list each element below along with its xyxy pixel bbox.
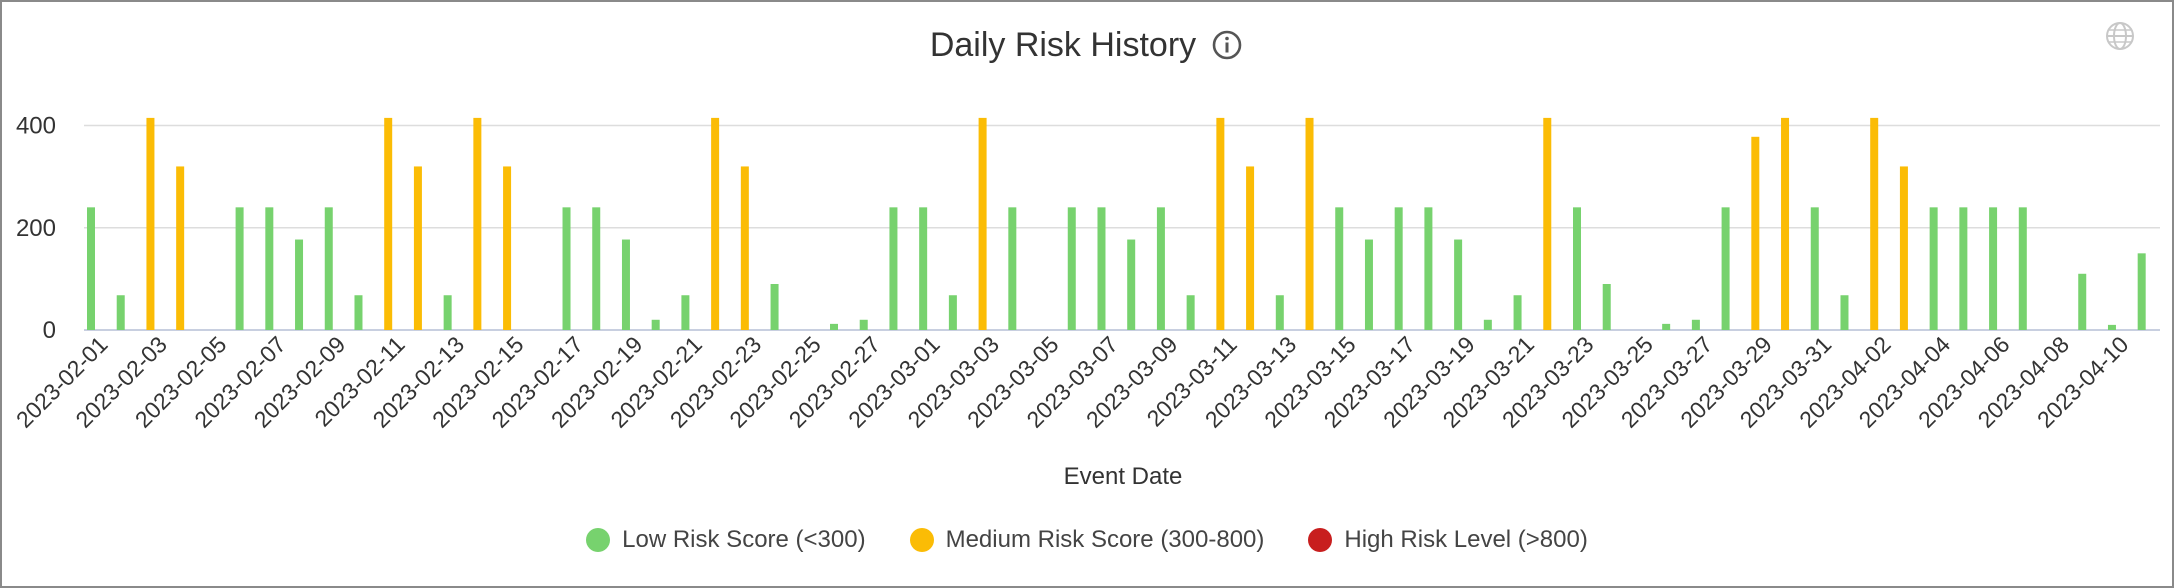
globe-icon[interactable] [2104,20,2136,52]
medium-risk-bar [176,166,185,330]
y-tick-label: 0 [43,317,56,344]
low-risk-bar [651,319,660,330]
y-axis-ticks: 0 200 400 [16,113,56,344]
low-risk-bar [324,207,333,330]
low-risk-bar [1394,207,1403,330]
low-risk-bar [2137,253,2146,330]
low-risk-bar [1097,207,1106,330]
low-risk-bar [562,207,571,330]
low-risk-bar [1186,295,1195,330]
x-axis-label: Event Date [1064,463,1183,490]
low-risk-bar [1959,207,1968,330]
low-risk-bar [1989,207,1998,330]
low-risk-bar [443,295,452,330]
medium-risk-bar [1870,117,1879,330]
low-risk-bar [681,295,690,330]
low-risk-bar [1335,207,1344,330]
legend-swatch [909,528,934,552]
medium-risk-bar [503,166,512,330]
low-risk-bar [354,295,363,330]
medium-risk-bar [384,117,393,330]
low-risk-bar [1662,323,1671,330]
medium-risk-bar [978,117,987,330]
low-risk-bar [1602,284,1611,330]
low-risk-bar [1008,207,1017,330]
medium-risk-bar [1781,117,1790,330]
low-risk-bar [1424,207,1433,330]
low-risk-bar [621,239,630,330]
legend-swatch [1308,528,1333,552]
info-icon[interactable] [1210,28,1244,62]
legend-item[interactable]: High Risk Level (>800) [1308,526,1588,554]
low-risk-bar [1810,207,1819,330]
low-risk-bar [830,323,838,330]
bars [87,117,2146,330]
low-risk-bar [1483,319,1492,330]
low-risk-bar [859,319,868,330]
x-axis-ticks: 2023-02-012023-02-032023-02-052023-02-07… [11,331,2134,433]
low-risk-bar [919,207,928,330]
low-risk-bar [1573,207,1581,330]
medium-risk-bar [711,117,720,330]
low-risk-bar [1929,207,1938,330]
legend-label: High Risk Level (>800) [1344,526,1588,553]
low-risk-bar [592,207,601,330]
y-tick-label: 200 [16,215,56,242]
low-risk-bar [1513,295,1522,330]
low-risk-bar [265,207,274,330]
low-risk-bar [116,295,125,330]
legend-label: Low Risk Score (<300) [622,526,866,553]
medium-risk-bar [1751,136,1760,330]
chart-legend: Low Risk Score (<300) Medium Risk Score (… [0,522,2174,558]
low-risk-bar [2078,273,2087,330]
medium-risk-bar [473,117,482,330]
medium-risk-bar [740,166,749,330]
low-risk-bar [770,284,779,330]
low-risk-bar [87,207,95,330]
low-risk-bar [1156,207,1165,330]
low-risk-bar [2018,207,2027,330]
legend-label: Medium Risk Score (300-800) [945,526,1265,553]
grid-lines [84,124,2160,331]
low-risk-bar [1067,207,1076,330]
y-tick-label: 400 [16,113,56,140]
medium-risk-bar [1246,166,1255,330]
legend-swatch [586,528,611,552]
low-risk-bar [1364,239,1373,330]
low-risk-bar [948,295,957,330]
medium-risk-bar [1899,166,1908,330]
low-risk-bar [1691,319,1700,330]
low-risk-bar [1721,207,1730,330]
chart-header: Daily Risk History [0,20,2174,70]
low-risk-bar [889,207,898,330]
legend-item[interactable]: Low Risk Score (<300) [586,526,866,554]
low-risk-bar [1127,239,1136,330]
low-risk-bar [2107,324,2116,330]
low-risk-bar [1454,239,1463,330]
low-risk-bar [1840,295,1849,330]
medium-risk-bar [413,166,422,330]
medium-risk-bar [1216,117,1225,330]
medium-risk-bar [146,117,155,330]
low-risk-bar [235,207,244,330]
legend-item[interactable]: Medium Risk Score (300-800) [909,526,1265,554]
medium-risk-bar [1305,117,1314,330]
medium-risk-bar [1543,117,1552,330]
chart-title: Daily Risk History [929,25,1197,64]
low-risk-bar [295,239,304,330]
low-risk-bar [1275,295,1284,330]
